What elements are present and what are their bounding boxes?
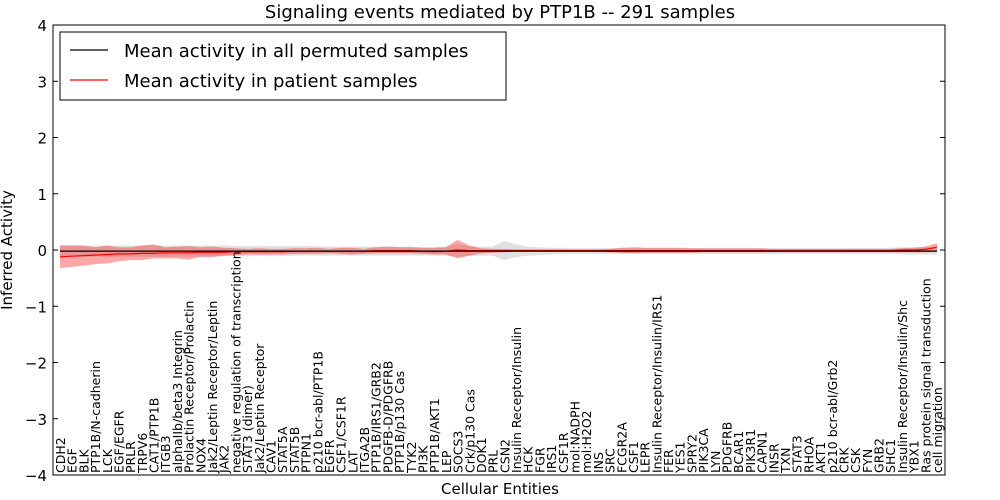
x-tick-label: mol:H2O2 [579,410,594,473]
x-tick-label: INS [591,452,606,473]
x-tick-label: ITGA2B [357,427,372,473]
confidence-bands [60,239,937,268]
x-tick-label: BLK [76,448,91,473]
y-tick-label: 1 [37,186,47,204]
x-tick-label: PIK3R1 [743,429,758,473]
x-tick-label: LYN [708,451,723,473]
x-tick-label: STAT5B [287,427,302,473]
x-tick-label: Insulin Receptor/Insulin/Shc [895,300,910,473]
series-lines [59,246,938,258]
legend: Mean activity in all permuted samples Me… [59,31,507,101]
x-tick-label: HCK [521,446,536,473]
x-tick-label: CSK [848,447,863,473]
y-tick-label: 2 [37,130,47,148]
x-tick-label: CDH2 [53,437,68,473]
x-tick-label: YES1 [673,442,688,474]
x-tick-label: PDGFRB [720,422,735,473]
x-tick-label: CSN2 [497,439,512,473]
x-tick-label: Ras protein signal transduction [918,278,933,473]
x-tick-label: TRPV6 [135,433,150,474]
x-tick-label: TYK2 [404,442,419,474]
x-tick-label: PI3K [416,445,431,473]
x-tick-label: SRC [603,448,618,473]
x-tick-label: PRLR [123,441,138,473]
x-tick-label: SPRY2 [684,434,699,473]
x-tick-label: TXN [778,447,793,474]
x-tick-label: PTP1B/p130 Cas [392,371,407,473]
x-tick-label: LAT [345,450,360,473]
x-tick-label: Prolactin Receptor/Prolactin [182,301,197,473]
x-tick-label: PTPN1 [299,433,314,473]
x-tick-label: Insulin Receptor/Insulin/IRS1 [649,295,664,473]
x-tick-label: PTP1B/AKT1 [427,398,442,473]
x-tick-label: PRL [486,450,501,473]
x-tick-label: cell migration [930,387,945,473]
x-tick-label: CAT1/PTP1B [147,398,162,473]
chart-title: Signaling events mediated by PTP1B -- 29… [265,2,735,23]
x-tick-label: EGF [65,448,80,473]
x-tick-labels: CDH2EGFBLKPTP1B/N-cadherinLCKEGF/EGFRPRL… [53,251,945,474]
x-tick-label: PTP1B/IRS1/GRB2 [369,362,384,473]
x-tick-label: FGR [532,447,547,473]
x-tick-label: Jak2/Leptin Receptor [252,343,267,474]
x-tick-label: CSF1R [556,432,571,473]
band-patient [60,239,937,268]
x-tick-label: DOK1 [474,437,489,473]
x-tick-label: INSR [766,443,781,473]
y-axis-label: Inferred Activity [0,190,16,310]
x-tick-label: PTP1B/N-cadherin [88,361,103,473]
x-tick-label: RHOA [801,436,816,473]
legend-label-permuted: Mean activity in all permuted samples [124,41,468,62]
y-ticks: −4 −3 −2 −1 0 1 2 3 4 [25,17,945,485]
x-tick-label: alphaIIb/beta3 Integrin [170,330,185,473]
x-tick-label: PIK3CA [696,428,711,473]
x-tick-label: BCAR1 [731,431,746,473]
x-tick-label: LEPR [638,442,653,473]
x-tick-label: IRS1 [544,445,559,473]
x-tick-label: negative regulation of transcription [228,251,243,473]
x-tick-label: YBX1 [907,440,922,474]
x-tick-label: p210 bcr-abl/PTP1B [310,351,325,473]
x-tick-label: LEP [439,450,454,473]
x-axis-label: Cellular Entities [441,480,559,498]
x-tick-label: CSF1 [626,441,641,473]
plot-frame [52,24,946,476]
x-tick-label: GRB2 [872,438,887,473]
x-tick-label: AKT1 [813,442,828,473]
y-tick-label: 3 [37,73,47,91]
x-tick-label: NOX4 [193,438,208,473]
x-tick-label: FCGR2A [614,422,629,473]
x-tick-label: STAT3 [790,435,805,473]
y-tick-label: −4 [25,467,47,485]
x-tick-label: SHC1 [883,439,898,473]
x-tick-label: p210 bcr-abl/Grb2 [825,360,840,473]
x-tick-label: ITGB3 [158,435,173,473]
x-tick-label: CAV1 [264,440,279,473]
x-tick-label: FER [661,449,676,473]
x-tick-label: Insulin Receptor/Insulin [509,327,524,473]
x-tick-label: Jak2/Leptin Receptor/Leptin [205,301,220,474]
x-tick-label: mol:NADPH [568,401,583,473]
x-tick-label: EGFR [322,439,337,473]
x-tick-label: JAK2 [217,445,232,474]
y-tick-label: 0 [37,242,47,260]
x-tick-label: CAPN1 [755,431,770,473]
x-tick-label: Crk/p130 Cas [462,389,477,473]
y-tick-label: −3 [25,411,47,429]
y-tick-label: 4 [37,17,47,35]
x-tick-label: FYN [860,449,875,473]
legend-box [59,31,507,101]
legend-label-patient: Mean activity in patient samples [124,71,418,92]
x-tick-label: PDGFB-D/PDGFRB [380,361,395,473]
x-tick-label: STAT5A [275,426,290,473]
x-tick-label: EGF/EGFR [112,410,127,473]
y-tick-label: −2 [25,355,47,373]
x-tick-label: CRK [837,447,852,473]
x-tick-label: CSF1/CSF1R [334,396,349,473]
y-tick-label: −1 [25,298,47,316]
x-tick-label: LCK [100,448,115,473]
x-tick-label: SOCS3 [451,431,466,473]
x-tick-label: STAT3 (dimer) [240,385,255,473]
